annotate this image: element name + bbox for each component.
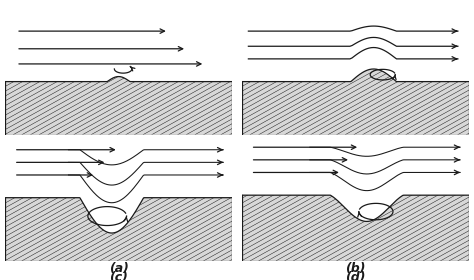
Polygon shape (5, 76, 232, 135)
Text: (c): (c) (109, 271, 128, 280)
Text: (b): (b) (345, 262, 365, 276)
Polygon shape (5, 198, 232, 261)
Text: (a): (a) (109, 262, 128, 276)
Text: (d): (d) (345, 271, 365, 280)
Polygon shape (242, 195, 469, 261)
Polygon shape (242, 69, 469, 135)
